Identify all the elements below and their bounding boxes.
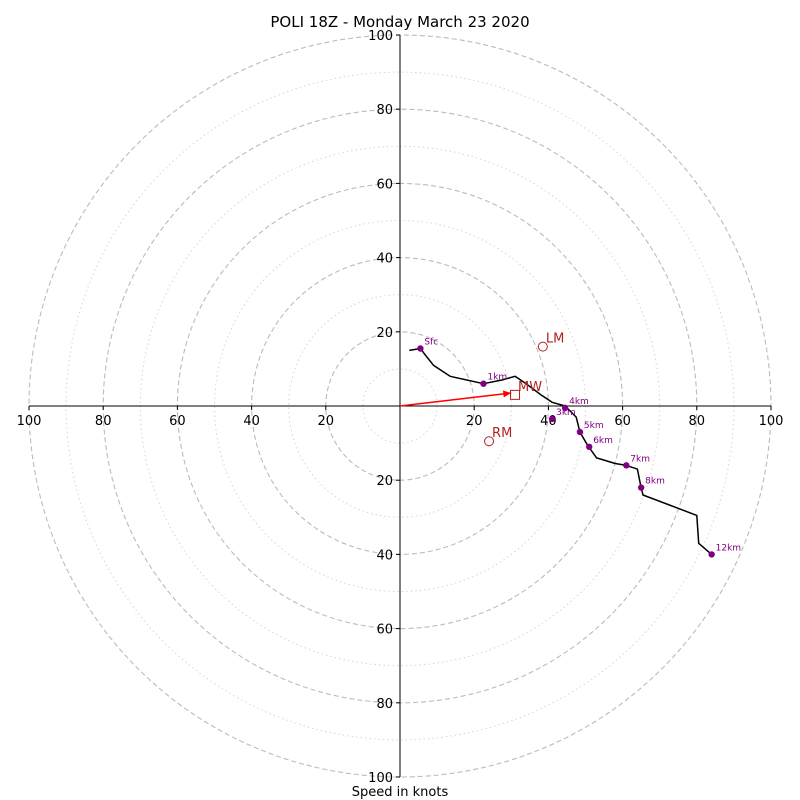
y-tick-label: 60 xyxy=(376,177,393,192)
x-tick-label: 100 xyxy=(759,414,784,429)
y-tick-label: 20 xyxy=(376,326,393,341)
x-tick-label: 40 xyxy=(540,414,557,429)
height-marker xyxy=(637,484,645,491)
mean-wind-marker xyxy=(510,389,521,400)
x-tick-label: 80 xyxy=(689,414,706,429)
x-tick-label: 60 xyxy=(614,414,631,429)
height-marker-label: 5km xyxy=(584,421,604,431)
mean-wind-label: MW xyxy=(518,380,542,395)
mean-wind-arrowhead xyxy=(502,390,512,398)
height-marker-label: 1km xyxy=(487,373,507,383)
x-axis-label: Speed in knots xyxy=(352,785,449,800)
height-marker-label: 6km xyxy=(593,436,613,446)
x-tick-label: 20 xyxy=(466,414,483,429)
storm-motion-marker xyxy=(537,341,548,352)
y-tick-label: 100 xyxy=(368,771,393,786)
chart-title: POLI 18Z - Monday March 23 2020 xyxy=(270,13,529,31)
y-tick-label: 80 xyxy=(376,697,393,712)
height-marker xyxy=(480,380,487,387)
storm-motion-label: LM xyxy=(546,332,564,347)
x-tick-label: 20 xyxy=(318,414,335,429)
x-tick-label: 60 xyxy=(169,414,186,429)
mean-wind-vector xyxy=(399,392,512,407)
hodograph-line xyxy=(409,347,713,555)
y-tick-label: 60 xyxy=(376,623,393,638)
height-marker-label: 12km xyxy=(716,543,741,553)
height-marker xyxy=(548,415,556,423)
y-tick-label: 100 xyxy=(368,29,393,44)
tick-labels: 100 80 60 40 20 20 40 60 80 100 100 80 60 40 20 20 40 60 8… xyxy=(17,29,784,786)
height-marker xyxy=(708,551,715,558)
height-marker-label: 7km xyxy=(630,454,650,464)
height-marker-label: 3km xyxy=(556,408,576,418)
height-marker xyxy=(576,428,584,436)
height-marker xyxy=(417,345,424,352)
y-tick-label: 20 xyxy=(376,474,393,489)
y-tick-label: 40 xyxy=(376,548,393,563)
y-tick-label: 80 xyxy=(376,103,393,118)
x-tick-label: 80 xyxy=(95,414,112,429)
x-tick-label: 40 xyxy=(243,414,260,429)
x-tick-label: 100 xyxy=(17,414,42,429)
height-marker-label: 8km xyxy=(645,477,665,487)
storm-motion-marker xyxy=(484,436,495,447)
height-marker xyxy=(561,404,569,412)
storm-motion-label: RM xyxy=(492,426,512,441)
height-marker xyxy=(586,443,593,451)
y-tick-label: 40 xyxy=(376,252,393,267)
height-marker-label: 4km xyxy=(569,397,589,407)
height-marker xyxy=(623,462,630,469)
height-marker-label: Sfc xyxy=(424,337,438,347)
